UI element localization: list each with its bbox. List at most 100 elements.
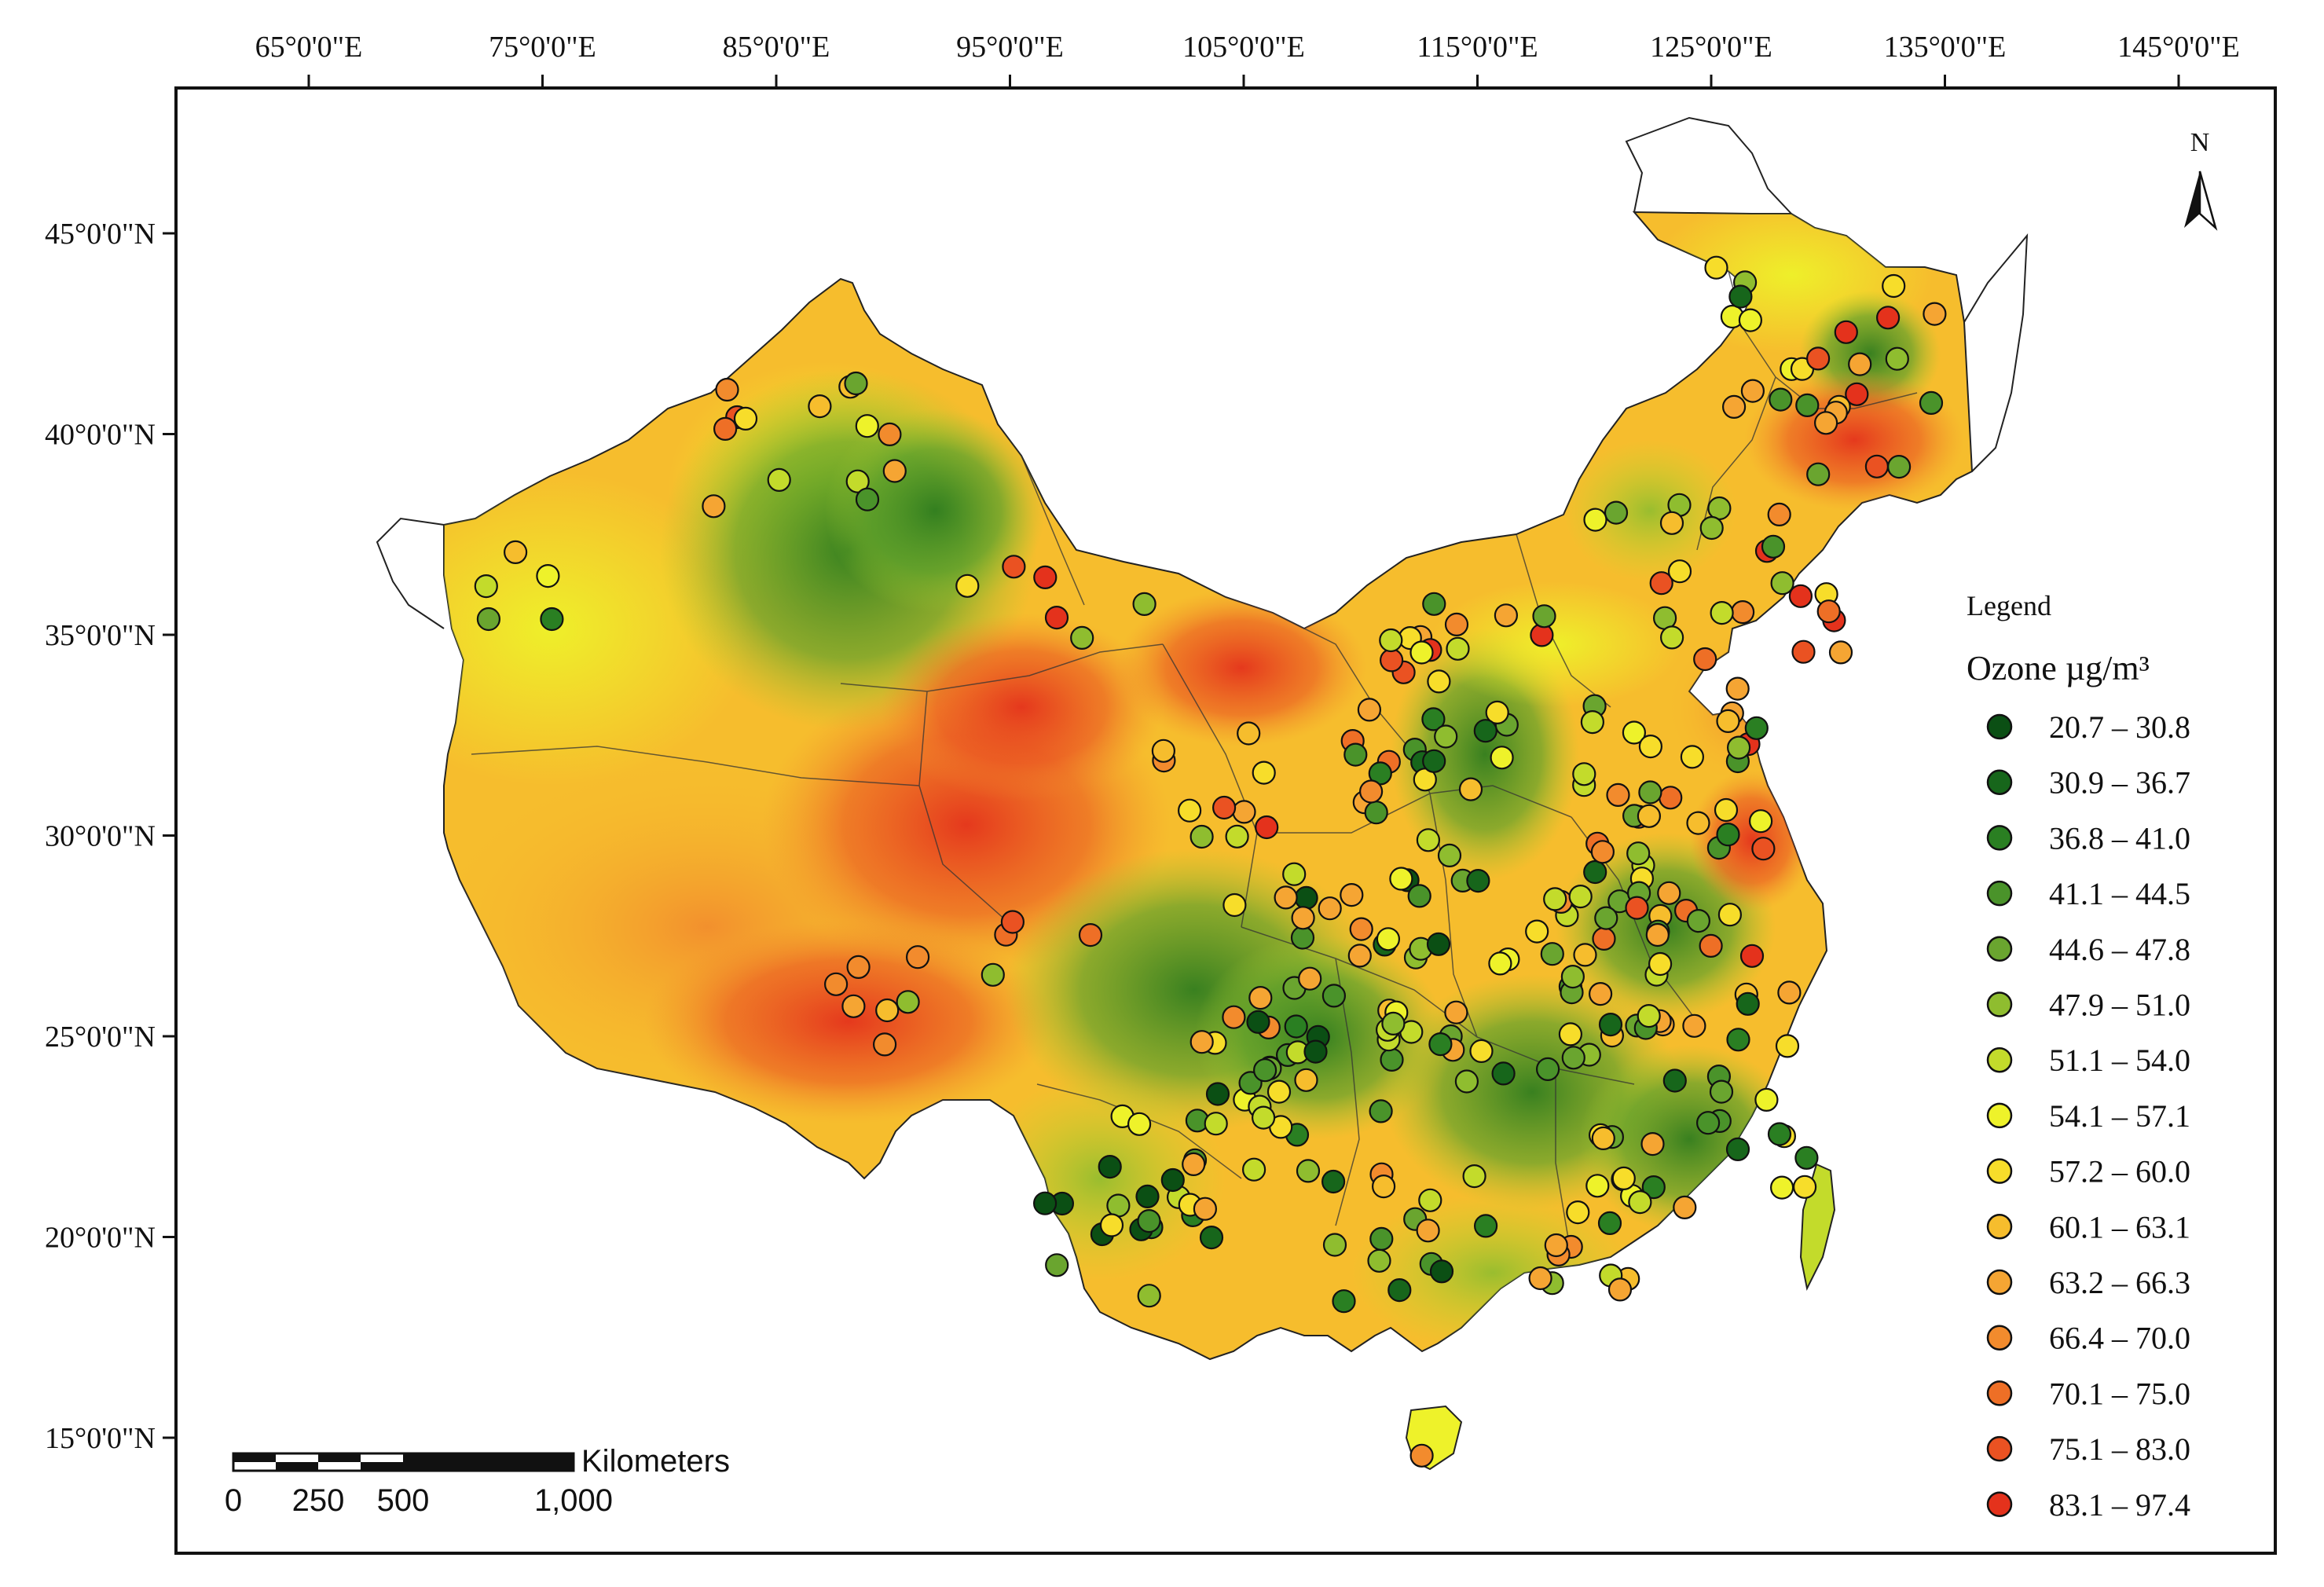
site-marker — [1770, 571, 1794, 596]
site-marker — [1806, 346, 1831, 371]
site-marker — [1738, 308, 1762, 332]
site-marker — [1232, 800, 1256, 824]
site-marker — [1321, 984, 1347, 1008]
site-marker — [981, 962, 1005, 987]
site-marker — [702, 494, 726, 519]
monitoring-sites — [474, 255, 1947, 1468]
site-marker — [1561, 1046, 1585, 1070]
site-marker — [955, 574, 980, 598]
site-marker — [1211, 795, 1237, 820]
legend-swatch — [1986, 769, 2013, 795]
site-marker — [1409, 1443, 1434, 1468]
site-marker — [1296, 1159, 1321, 1183]
site-marker — [1193, 1197, 1218, 1221]
site-marker — [1598, 1012, 1623, 1037]
site-marker — [1205, 1082, 1230, 1106]
ozone-surface — [376, 116, 2029, 1471]
site-marker — [1491, 1061, 1516, 1086]
site-marker — [1622, 720, 1646, 745]
site-marker — [1728, 284, 1753, 309]
site-marker — [1626, 841, 1651, 866]
site-marker — [1640, 1131, 1665, 1156]
site-marker — [1494, 603, 1519, 628]
lon-label: 105°0'0"E — [1182, 31, 1305, 64]
site-marker — [1791, 640, 1816, 664]
legend-range: 57.2 – 60.0 — [2049, 1154, 2190, 1189]
site-marker — [1558, 1022, 1583, 1046]
legend-range: 83.1 – 97.4 — [2049, 1487, 2190, 1523]
site-marker — [1592, 926, 1616, 951]
site-marker — [1429, 1259, 1454, 1284]
site-marker — [896, 990, 920, 1014]
site-marker — [1638, 780, 1662, 804]
site-marker — [844, 371, 868, 396]
site-marker — [1543, 887, 1567, 911]
legend-variable-label: Ozone µg/m³ — [1967, 649, 2150, 687]
site-marker — [1540, 942, 1564, 966]
site-marker — [1241, 1157, 1266, 1182]
site-marker — [1070, 625, 1094, 651]
legend-swatch — [1986, 1325, 2013, 1351]
site-marker — [1767, 1122, 1792, 1146]
site-marker — [1485, 700, 1509, 725]
site-marker — [1769, 387, 1793, 412]
lat-label: 35°0'0"N — [45, 619, 156, 652]
site-marker — [1649, 571, 1673, 596]
site-marker — [1682, 1013, 1706, 1038]
legend-range: 36.8 – 41.0 — [2049, 820, 2190, 856]
site-marker — [1606, 783, 1630, 808]
legend-range: 60.1 – 63.1 — [2049, 1209, 2190, 1244]
scale-bar: Kilometers 0 250 500 1,000 — [225, 1444, 730, 1518]
site-marker — [1379, 628, 1403, 653]
site-marker — [855, 414, 879, 438]
site-marker — [1583, 859, 1607, 885]
site-marker — [1458, 777, 1483, 801]
site-marker — [1597, 1211, 1622, 1236]
site-marker — [1793, 1175, 1817, 1199]
site-marker — [1594, 906, 1618, 930]
site-marker — [1303, 1039, 1328, 1064]
site-marker — [1409, 640, 1434, 665]
site-marker — [1641, 1175, 1666, 1200]
site-marker — [1528, 1266, 1552, 1291]
site-marker — [1318, 896, 1342, 921]
site-marker — [1322, 1233, 1347, 1257]
legend-range: 41.1 – 44.5 — [2049, 876, 2190, 911]
site-marker — [1848, 352, 1872, 376]
site-marker — [1717, 903, 1742, 927]
site-marker — [1251, 1105, 1276, 1130]
site-marker — [1364, 801, 1388, 825]
site-marker — [1816, 599, 1841, 624]
site-marker — [1444, 612, 1469, 637]
site-marker — [1828, 640, 1853, 665]
site-marker — [1648, 951, 1673, 977]
site-marker — [845, 469, 870, 493]
site-marker — [536, 563, 560, 588]
site-marker — [1135, 1184, 1160, 1209]
site-marker — [1428, 1032, 1453, 1057]
site-marker — [1709, 1079, 1734, 1104]
lat-label: 40°0'0"N — [45, 419, 156, 452]
site-marker — [1707, 496, 1732, 521]
legend-swatch — [1986, 991, 2013, 1017]
site-marker — [1611, 1166, 1636, 1191]
site-marker — [1573, 943, 1597, 967]
site-marker — [1585, 1174, 1610, 1198]
site-marker — [1422, 592, 1446, 616]
site-marker — [1291, 906, 1315, 930]
site-marker — [1349, 917, 1373, 941]
site-marker — [1274, 885, 1298, 910]
site-marker — [1340, 882, 1364, 907]
site-marker — [1754, 1087, 1779, 1112]
site-marker — [872, 1032, 897, 1057]
site-marker — [1761, 534, 1786, 559]
site-marker — [1727, 735, 1751, 760]
site-marker — [1098, 1154, 1122, 1179]
site-marker — [1427, 669, 1451, 694]
site-marker — [1426, 932, 1451, 956]
site-marker — [540, 607, 564, 632]
lat-label: 15°0'0"N — [45, 1422, 156, 1455]
site-marker — [1204, 1112, 1228, 1136]
legend-items: 20.7 – 30.8 30.9 – 36.7 36.8 – 41.0 41.1 – … — [1986, 709, 2190, 1523]
map-frame — [174, 86, 2277, 1555]
